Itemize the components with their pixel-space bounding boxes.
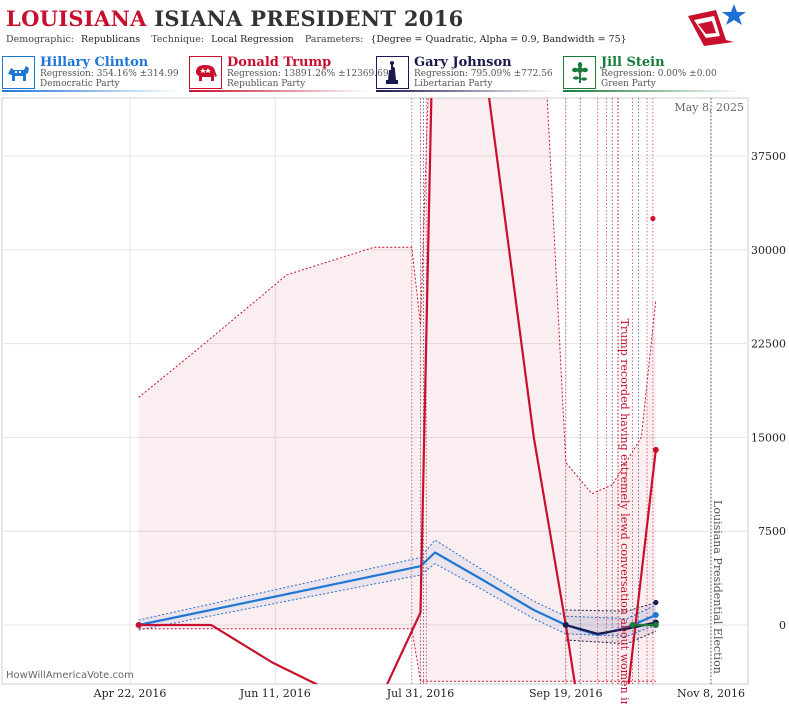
y-tick-label: 0 <box>779 619 786 632</box>
param-technique-label: Technique: <box>151 34 205 45</box>
data-point-gary-johnson <box>562 622 569 628</box>
legend-bar-trump <box>189 90 369 92</box>
data-point-donald-trump <box>650 215 656 222</box>
param-demographic: Demographic: Republicans <box>6 34 144 45</box>
legend-bar-johnson <box>376 90 556 92</box>
data-point-donald-trump <box>135 622 142 628</box>
parameters-line: Demographic: Republicans Technique: Loca… <box>6 34 635 45</box>
candidate-legend: Hillary Clinton Regression: 354.16% ±314… <box>0 55 789 93</box>
param-demographic-value: Republicans <box>81 34 141 45</box>
legend-item-trump[interactable]: Donald Trump Regression: 13891.26% ±1236… <box>189 55 389 92</box>
band-upper-gary-johnson <box>565 602 656 612</box>
legend-name-stein: Jill Stein <box>601 55 665 70</box>
legend-regression-johnson: Regression: 795.09% ±772.56 <box>414 69 553 79</box>
legend-item-johnson[interactable]: Gary Johnson Regression: 795.09% ±772.56… <box>376 55 556 92</box>
legend-name-clinton: Hillary Clinton <box>40 55 149 70</box>
data-point-jill-stein <box>652 622 659 628</box>
page-title: LOUISIANA ISIANA PRESIDENT 2016 <box>6 6 464 31</box>
legend-name-trump: Donald Trump <box>227 55 332 70</box>
legend-party-stein: Green Party <box>601 79 656 89</box>
legend-item-stein[interactable]: Jill Stein Regression: 0.00% ±0.00 Green… <box>563 55 743 92</box>
regression-chart: Trump recorded having extremely lewd con… <box>1 97 786 704</box>
data-point-hillary-clinton <box>652 611 659 618</box>
confidence-band-hillary-clinton <box>138 540 656 637</box>
y-tick-label: 37500 <box>751 150 786 163</box>
band-lower-donald-trump <box>138 628 656 682</box>
confidence-band-gary-johnson <box>565 602 656 644</box>
band-upper-hillary-clinton <box>138 539 657 621</box>
header: LOUISIANA ISIANA PRESIDENT 2016 Demograp… <box>0 0 789 52</box>
y-tick-label: 30000 <box>751 244 786 257</box>
legend-party-johnson: Libertarian Party <box>414 79 493 89</box>
param-technique-value: Local Regression <box>211 34 294 45</box>
legend-name-johnson: Gary Johnson <box>414 55 512 70</box>
x-tick-label: Jun 11, 2016 <box>239 687 311 700</box>
band-upper-donald-trump <box>138 98 657 495</box>
legend-regression-stein: Regression: 0.00% ±0.00 <box>601 69 717 79</box>
annotation-label: Trump recorded having extremely lewd con… <box>618 319 631 704</box>
x-tick-label: Sep 19, 2016 <box>529 687 603 700</box>
legend-bar-clinton <box>2 90 180 92</box>
donkey-icon <box>2 56 35 89</box>
series-line-donald-trump <box>138 98 657 684</box>
legend-party-clinton: Democratic Party <box>40 79 120 89</box>
annotation-label: Louisiana Presidential Election <box>711 500 724 674</box>
plot-area <box>2 98 748 684</box>
param-parameters-label: Parameters: <box>304 34 364 45</box>
plot-frame <box>1 97 749 685</box>
param-demographic-label: Demographic: <box>6 34 75 45</box>
data-point-jill-stein <box>629 622 636 628</box>
legend-party-trump: Republican Party <box>227 79 306 89</box>
y-tick-label: 7500 <box>758 525 786 538</box>
elephant-icon <box>189 56 222 89</box>
x-tick-label: Nov 8, 2016 <box>677 687 745 700</box>
date-label: May 8, 2025 <box>674 101 744 114</box>
data-point-gary-johnson <box>653 599 659 606</box>
band-lower-hillary-clinton <box>138 563 656 637</box>
title-rest: ISIANA PRESIDENT 2016 <box>154 6 464 31</box>
param-parameters-value: {Degree = Quadratic, Alpha = 0.9, Bandwi… <box>370 34 627 45</box>
band-lower-gary-johnson <box>565 630 656 645</box>
param-technique: Technique: Local Regression <box>151 34 298 45</box>
y-tick-label: 15000 <box>751 431 786 444</box>
legend-item-clinton[interactable]: Hillary Clinton Regression: 354.16% ±314… <box>2 55 182 92</box>
watermark: HowWillAmericaVote.com <box>6 670 134 681</box>
param-parameters: Parameters: {Degree = Quadratic, Alpha =… <box>305 34 631 45</box>
y-tick-label: 22500 <box>751 338 786 351</box>
statue-of-liberty-icon <box>376 56 409 89</box>
title-state: LOUISIANA <box>6 6 147 31</box>
x-tick-label: Apr 22, 2016 <box>93 687 167 700</box>
star-logo-icon <box>688 4 746 46</box>
x-tick-label: Jul 31, 2016 <box>386 687 455 700</box>
legend-regression-trump: Regression: 13891.26% ±12369.69 <box>227 69 389 79</box>
flower-icon <box>563 56 596 89</box>
data-point-donald-trump <box>652 446 659 453</box>
confidence-band-donald-trump <box>138 98 656 682</box>
legend-bar-stein <box>563 90 743 92</box>
legend-regression-clinton: Regression: 354.16% ±314.99 <box>40 69 179 79</box>
